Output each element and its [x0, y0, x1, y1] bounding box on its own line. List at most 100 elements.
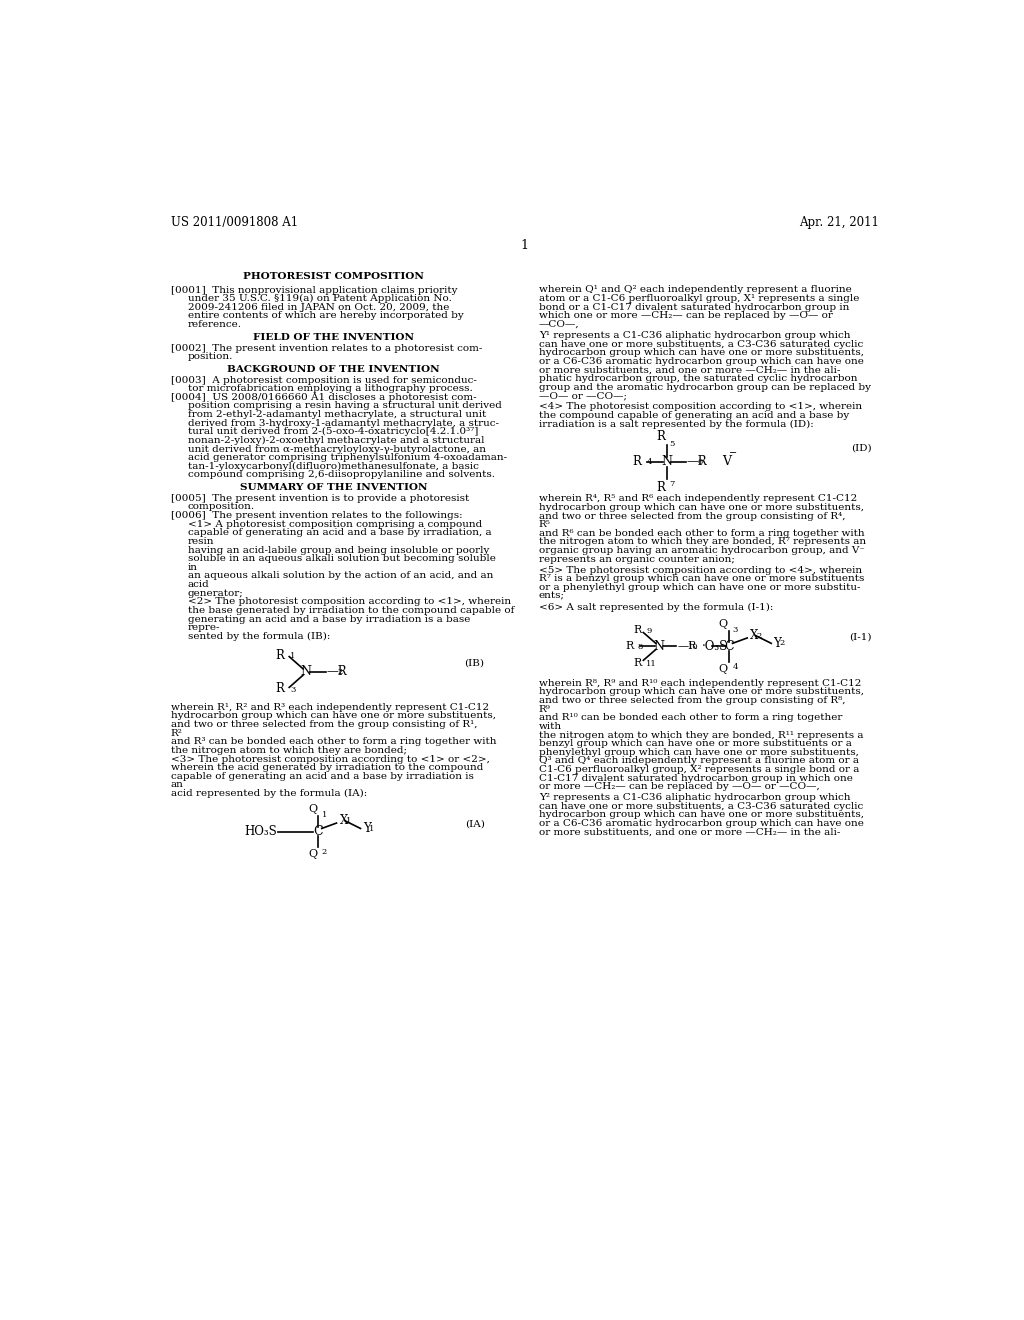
Text: entire contents of which are hereby incorporated by: entire contents of which are hereby inco…	[187, 312, 464, 321]
Text: C1-C17 divalent saturated hydrocarbon group in which one: C1-C17 divalent saturated hydrocarbon gr…	[539, 774, 853, 783]
Text: phenylethyl group which can have one or more substituents,: phenylethyl group which can have one or …	[539, 747, 859, 756]
Text: acid generator comprising triphenylsulfonium 4-oxoadaman-: acid generator comprising triphenylsulfo…	[187, 453, 507, 462]
Text: [0006]  The present invention relates to the followings:: [0006] The present invention relates to …	[171, 511, 462, 520]
Text: an: an	[171, 780, 183, 789]
Text: Q³ and Q⁴ each independently represent a fluorine atom or a: Q³ and Q⁴ each independently represent a…	[539, 756, 859, 766]
Text: generating an acid and a base by irradiation is a base: generating an acid and a base by irradia…	[187, 615, 470, 623]
Text: group and the aromatic hydrocarbon group can be replaced by: group and the aromatic hydrocarbon group…	[539, 383, 870, 392]
Text: unit derived from α-methacryloyloxy-γ-butyrolactone, an: unit derived from α-methacryloyloxy-γ-bu…	[187, 445, 485, 454]
Text: 2: 2	[779, 639, 785, 648]
Text: —O— or —CO—;: —O— or —CO—;	[539, 391, 627, 400]
Text: —R: —R	[678, 642, 697, 652]
Text: 1: 1	[369, 825, 375, 833]
Text: and R⁶ can be bonded each other to form a ring together with: and R⁶ can be bonded each other to form …	[539, 529, 864, 537]
Text: resin: resin	[187, 537, 214, 546]
Text: hydrocarbon group which can have one or more substituents,: hydrocarbon group which can have one or …	[539, 688, 864, 697]
Text: Y: Y	[362, 822, 371, 836]
Text: N: N	[301, 665, 311, 678]
Text: the base generated by irradiation to the compound capable of: the base generated by irradiation to the…	[187, 606, 514, 615]
Text: —CO—,: —CO—,	[539, 319, 580, 329]
Text: or a C6-C36 aromatic hydrocarbon group which can have one: or a C6-C36 aromatic hydrocarbon group w…	[539, 820, 863, 828]
Text: 11: 11	[646, 660, 657, 668]
Text: 1: 1	[521, 239, 528, 252]
Text: 1: 1	[346, 817, 351, 825]
Text: hydrocarbon group which can have one or more substituents,: hydrocarbon group which can have one or …	[539, 348, 864, 358]
Text: and R³ can be bonded each other to form a ring together with: and R³ can be bonded each other to form …	[171, 738, 496, 746]
Text: HO₃S: HO₃S	[245, 825, 278, 838]
Text: 4: 4	[732, 663, 738, 671]
Text: derived from 3-hydroxy-1-adamantyl methacrylate, a struc-: derived from 3-hydroxy-1-adamantyl metha…	[187, 418, 499, 428]
Text: nonan-2-yloxy)-2-oxoethyl methacrylate and a structural: nonan-2-yloxy)-2-oxoethyl methacrylate a…	[187, 436, 484, 445]
Text: under 35 U.S.C. §119(a) on Patent Application No.: under 35 U.S.C. §119(a) on Patent Applic…	[187, 294, 452, 304]
Text: and two or three selected from the group consisting of R⁴,: and two or three selected from the group…	[539, 512, 845, 520]
Text: phatic hydrocarbon group, the saturated cyclic hydrocarbon: phatic hydrocarbon group, the saturated …	[539, 374, 857, 383]
Text: can have one or more substituents, a C3-C36 saturated cyclic: can have one or more substituents, a C3-…	[539, 801, 863, 810]
Text: 2009-241206 filed in JAPAN on Oct. 20, 2009, the: 2009-241206 filed in JAPAN on Oct. 20, 2…	[187, 302, 450, 312]
Text: [0002]  The present invention relates to a photoresist com-: [0002] The present invention relates to …	[171, 343, 482, 352]
Text: R: R	[632, 455, 641, 469]
Text: V: V	[722, 455, 731, 469]
Text: having an acid-labile group and being insoluble or poorly: having an acid-labile group and being in…	[187, 545, 489, 554]
Text: capable of generating an acid and a base by irradiation is: capable of generating an acid and a base…	[171, 772, 473, 781]
Text: or a C6-C36 aromatic hydrocarbon group which can have one: or a C6-C36 aromatic hydrocarbon group w…	[539, 356, 863, 366]
Text: 2: 2	[757, 632, 762, 640]
Text: Y² represents a C1-C36 aliphatic hydrocarbon group which: Y² represents a C1-C36 aliphatic hydroca…	[539, 793, 850, 803]
Text: <6> A salt represented by the formula (I-1):: <6> A salt represented by the formula (I…	[539, 602, 773, 611]
Text: (IB): (IB)	[465, 659, 484, 668]
Text: 8: 8	[638, 643, 643, 651]
Text: Q: Q	[308, 804, 317, 814]
Text: [0003]  A photoresist composition is used for semiconduc-: [0003] A photoresist composition is used…	[171, 375, 476, 384]
Text: soluble in an aqueous alkali solution but becoming soluble: soluble in an aqueous alkali solution bu…	[187, 554, 496, 564]
Text: wherein R¹, R² and R³ each independently represent C1-C12: wherein R¹, R² and R³ each independently…	[171, 702, 488, 711]
Text: R⁷ is a benzyl group which can have one or more substituents: R⁷ is a benzyl group which can have one …	[539, 574, 864, 583]
Text: US 2011/0091808 A1: US 2011/0091808 A1	[171, 216, 298, 230]
Text: 4: 4	[646, 458, 652, 466]
Text: FIELD OF THE INVENTION: FIELD OF THE INVENTION	[253, 333, 414, 342]
Text: R: R	[656, 430, 665, 442]
Text: R: R	[656, 482, 665, 494]
Text: and two or three selected from the group consisting of R⁸,: and two or three selected from the group…	[539, 696, 845, 705]
Text: Y¹ represents a C1-C36 aliphatic hydrocarbon group which: Y¹ represents a C1-C36 aliphatic hydroca…	[539, 331, 850, 339]
Text: the compound capable of generating an acid and a base by: the compound capable of generating an ac…	[539, 411, 849, 420]
Text: N: N	[653, 640, 665, 653]
Text: [0001]  This nonprovisional application claims priority: [0001] This nonprovisional application c…	[171, 285, 457, 294]
Text: wherein R⁴, R⁵ and R⁶ each independently represent C1-C12: wherein R⁴, R⁵ and R⁶ each independently…	[539, 494, 857, 503]
Text: <3> The photoresist composition according to <1> or <2>,: <3> The photoresist composition accordin…	[171, 755, 489, 763]
Text: SUMMARY OF THE INVENTION: SUMMARY OF THE INVENTION	[240, 483, 427, 492]
Text: the nitrogen atom to which they are bonded, R¹¹ represents a: the nitrogen atom to which they are bond…	[539, 730, 863, 739]
Text: Apr. 21, 2011: Apr. 21, 2011	[799, 216, 879, 230]
Text: <4> The photoresist composition according to <1>, wherein: <4> The photoresist composition accordin…	[539, 403, 862, 412]
Text: the nitrogen atom to which they are bonded;: the nitrogen atom to which they are bond…	[171, 746, 407, 755]
Text: an aqueous alkali solution by the action of an acid, and an: an aqueous alkali solution by the action…	[187, 572, 493, 581]
Text: 1: 1	[290, 652, 295, 660]
Text: (I-1): (I-1)	[850, 632, 872, 642]
Text: or more substituents, and one or more —CH₂— in the ali-: or more substituents, and one or more —C…	[539, 828, 840, 837]
Text: 3: 3	[732, 626, 738, 634]
Text: sented by the formula (IB):: sented by the formula (IB):	[187, 632, 330, 642]
Text: PHOTORESIST COMPOSITION: PHOTORESIST COMPOSITION	[243, 272, 424, 281]
Text: acid: acid	[187, 579, 210, 589]
Text: (IA): (IA)	[465, 820, 484, 828]
Text: compound comprising 2,6-diisopropylaniline and solvents.: compound comprising 2,6-diisopropylanili…	[187, 470, 495, 479]
Text: which one or more —CH₂— can be replaced by —O— or: which one or more —CH₂— can be replaced …	[539, 312, 833, 321]
Text: hydrocarbon group which can have one or more substituents,: hydrocarbon group which can have one or …	[539, 810, 864, 820]
Text: R²: R²	[171, 729, 182, 738]
Text: [0004]  US 2008/0166660 A1 discloses a photoresist com-: [0004] US 2008/0166660 A1 discloses a ph…	[171, 393, 476, 401]
Text: or more —CH₂— can be replaced by —O— or —CO—,: or more —CH₂— can be replaced by —O— or …	[539, 783, 819, 791]
Text: —R: —R	[327, 665, 347, 678]
Text: 1: 1	[322, 810, 327, 818]
Text: benzyl group which can have one or more substituents or a: benzyl group which can have one or more …	[539, 739, 852, 748]
Text: and two or three selected from the group consisting of R¹,: and two or three selected from the group…	[171, 719, 477, 729]
Text: from 2-ethyl-2-adamantyl methacrylate, a structural unit: from 2-ethyl-2-adamantyl methacrylate, a…	[187, 411, 486, 418]
Text: C: C	[724, 640, 733, 653]
Text: can have one or more substituents, a C3-C36 saturated cyclic: can have one or more substituents, a C3-…	[539, 339, 863, 348]
Text: wherein Q¹ and Q² each independently represent a fluorine: wherein Q¹ and Q² each independently rep…	[539, 285, 852, 294]
Text: organic group having an aromatic hydrocarbon group, and V⁻: organic group having an aromatic hydroca…	[539, 546, 864, 554]
Text: composition.: composition.	[187, 503, 255, 511]
Text: Q: Q	[719, 664, 728, 675]
Text: X: X	[340, 814, 348, 828]
Text: acid represented by the formula (IA):: acid represented by the formula (IA):	[171, 789, 367, 799]
Text: Q: Q	[308, 849, 317, 859]
Text: 3: 3	[290, 686, 295, 694]
Text: wherein the acid generated by irradiation to the compound: wherein the acid generated by irradiatio…	[171, 763, 483, 772]
